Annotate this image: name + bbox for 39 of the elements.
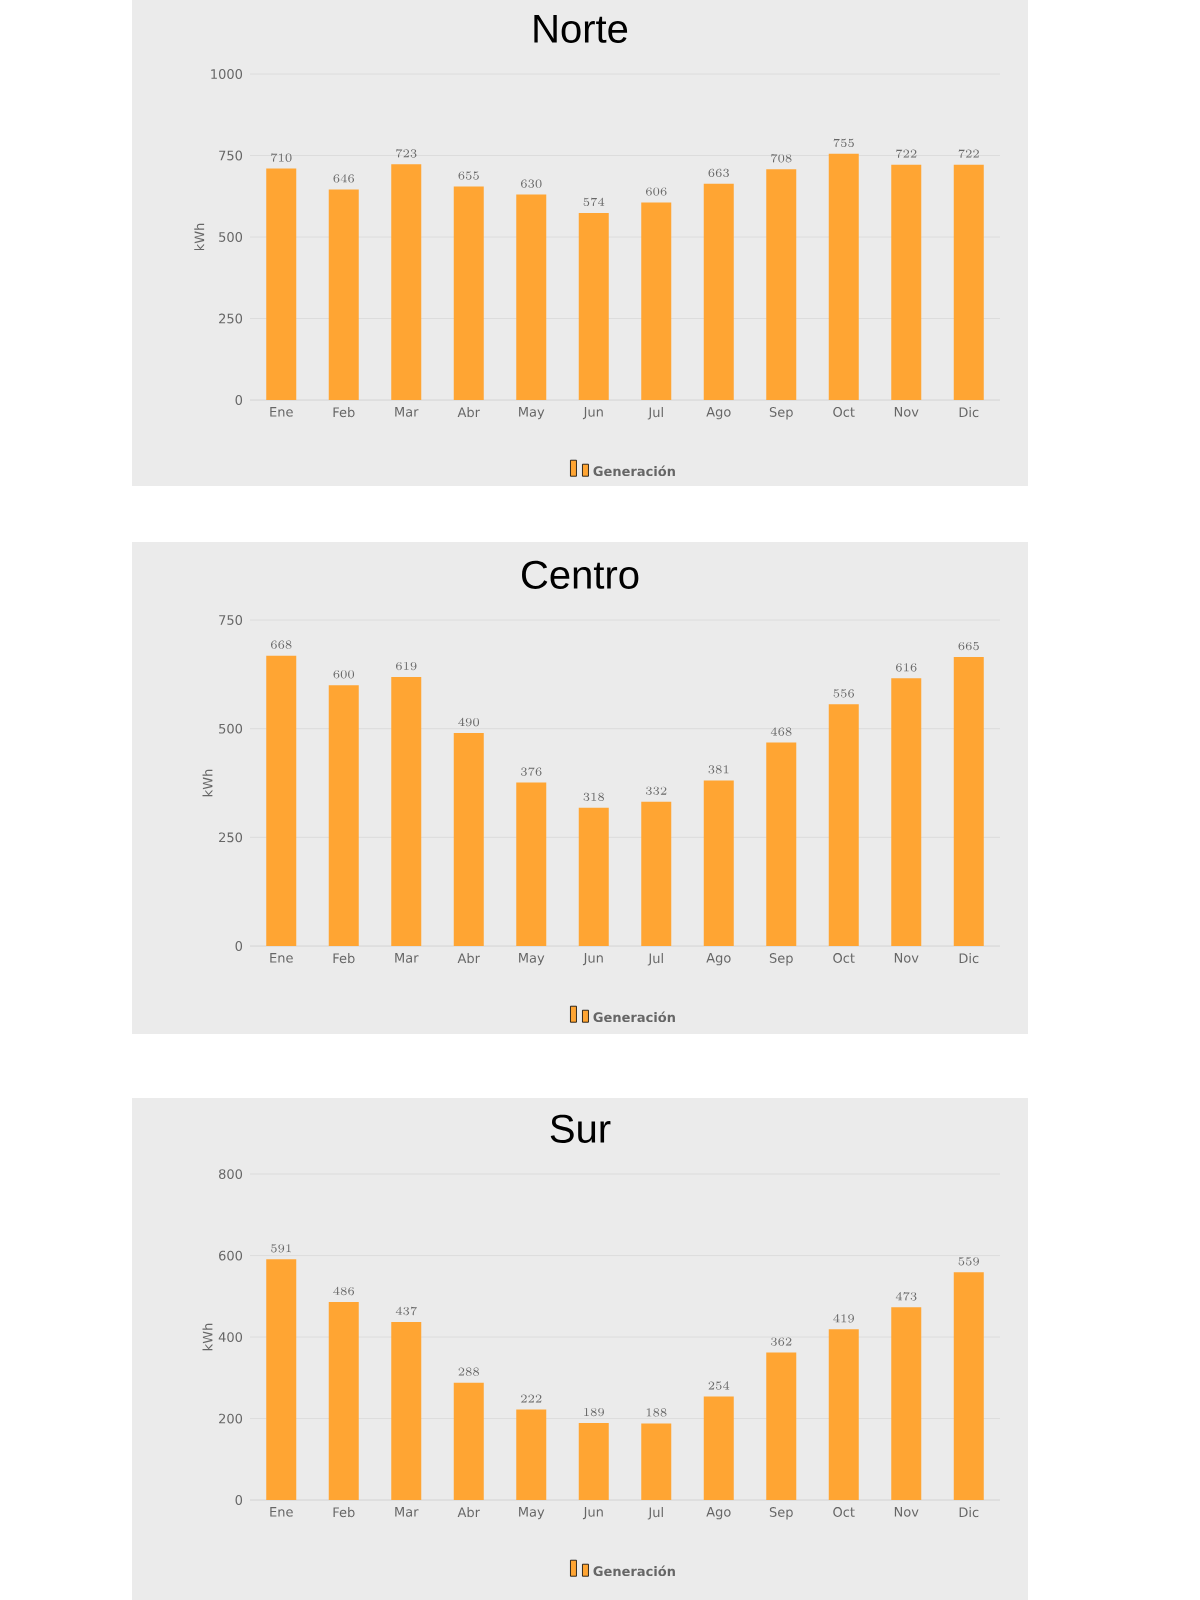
- bar: [953, 1272, 984, 1501]
- bar: [328, 1301, 359, 1501]
- bar: [703, 183, 734, 400]
- bar: [703, 1396, 734, 1501]
- bar: [891, 164, 922, 400]
- bar: [453, 1382, 484, 1501]
- bar: [641, 1423, 672, 1501]
- bar: [578, 212, 609, 400]
- bar: [266, 1259, 297, 1501]
- bar: [766, 742, 797, 947]
- bar: [766, 1352, 797, 1501]
- bar: [766, 169, 797, 400]
- bar: [328, 685, 359, 947]
- bar: [578, 1423, 609, 1501]
- bar: [953, 656, 984, 947]
- bar: [266, 655, 297, 947]
- bar: [828, 704, 859, 947]
- bar: [828, 1329, 859, 1501]
- bar: [703, 780, 734, 947]
- bar: [891, 678, 922, 947]
- bar: [891, 1307, 922, 1501]
- bar: [391, 676, 422, 947]
- chart-title: Sur: [550, 1114, 611, 1143]
- bar: [453, 186, 484, 400]
- bar: [641, 801, 672, 947]
- bar: [953, 164, 984, 400]
- chart-title: Norte: [534, 15, 628, 43]
- bar: [516, 194, 547, 400]
- bar: [453, 733, 484, 947]
- bar: [641, 202, 672, 400]
- chart-title: Centro: [522, 560, 639, 589]
- bar: [266, 168, 297, 400]
- bar: [516, 1409, 547, 1501]
- bar: [516, 782, 547, 947]
- bar: [328, 189, 359, 400]
- bar: [391, 1321, 422, 1501]
- bar: [828, 153, 859, 400]
- bar: [391, 164, 422, 400]
- bar: [578, 807, 609, 947]
